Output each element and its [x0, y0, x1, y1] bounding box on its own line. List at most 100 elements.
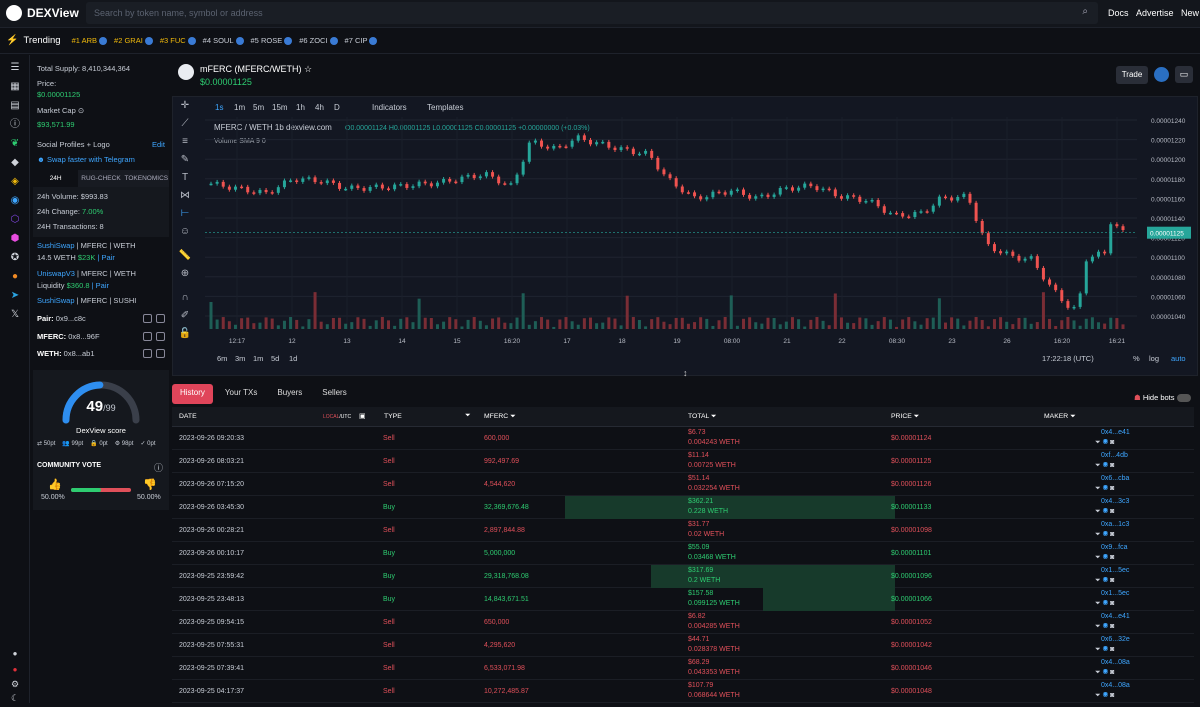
filter-icon[interactable]: ⏷ — [1070, 413, 1076, 420]
interval-4h[interactable]: 4h — [315, 103, 324, 112]
interval-5m[interactable]: 5m — [253, 103, 264, 112]
pool-1[interactable]: SushiSwap | MFERC | WETH — [37, 241, 136, 250]
filter-icon[interactable]: ⏷ — [1095, 554, 1101, 561]
table-row[interactable]: 2023-09-25 04:17:37 Sell 10,272,485.87 $107… — [172, 680, 1194, 703]
cell-maker[interactable]: 0x9...fca — [1101, 544, 1128, 551]
cell-maker[interactable]: 0x1...5ec — [1101, 590, 1130, 597]
indicators-button[interactable]: Indicators — [372, 103, 407, 112]
bnb-icon[interactable]: ◈ — [11, 176, 19, 187]
nav-docs[interactable]: Docs — [1108, 8, 1129, 18]
filter-icon[interactable]: ⏷ — [1095, 577, 1101, 584]
lock-icon[interactable]: 🔓 — [178, 328, 192, 339]
filter-icon[interactable]: ⏷ — [1095, 692, 1101, 699]
telegram-icon[interactable]: ➤ — [10, 290, 20, 301]
auto-toggle[interactable]: auto — [1171, 354, 1186, 363]
table-row[interactable]: 2023-09-26 00:10:17 Buy 5,000,000 $55.09 0.0… — [172, 542, 1194, 565]
range-1m[interactable]: 1m — [253, 354, 263, 363]
filter-type-icon[interactable]: ⏷ — [465, 412, 471, 419]
cell-maker[interactable]: 0x6...cba — [1101, 475, 1130, 482]
filter-icon[interactable]: ⏷ — [1095, 531, 1101, 538]
external-link-icon[interactable] — [156, 314, 165, 323]
trending-item[interactable]: #2 GRAI — [114, 36, 153, 45]
calendar-icon[interactable]: ▣ — [359, 413, 366, 420]
copy-icon[interactable] — [143, 349, 152, 358]
star-icon[interactable]: ☆ — [304, 64, 313, 74]
thumbs-down-icon[interactable]: 👎 — [143, 479, 157, 491]
table-icon[interactable]: ▤ — [10, 100, 20, 111]
search-icon[interactable]: ⌕ — [1082, 6, 1088, 17]
filter-icon[interactable]: ⏷ — [1095, 462, 1101, 469]
cell-maker[interactable]: 0x4...08a — [1101, 659, 1130, 666]
header-local-utc[interactable]: LOCAL/UTC — [323, 414, 352, 420]
logo[interactable]: DEXView — [6, 5, 79, 21]
table-row[interactable]: 2023-09-26 00:28:21 Sell 2,897,844.88 $31.7… — [172, 519, 1194, 542]
filter-icon[interactable]: ⏷ — [1095, 485, 1101, 492]
text-icon[interactable]: T — [181, 172, 189, 183]
search-input[interactable]: Search by token name, symbol or address … — [86, 2, 1098, 24]
leaf-icon[interactable]: ❦ — [10, 138, 20, 149]
filter-icon[interactable]: ⏷ — [1095, 508, 1101, 515]
table-row[interactable]: 2023-09-26 09:20:33 Sell 600,000 $6.73 0.004… — [172, 427, 1194, 450]
hide-bots-toggle[interactable]: ☗ Hide bots — [1134, 393, 1191, 403]
filter-icon[interactable]: ⏷ — [1095, 646, 1101, 653]
zoom-icon[interactable]: ⊕ — [180, 268, 190, 279]
percent-toggle[interactable]: % — [1133, 354, 1140, 363]
trade-button[interactable]: Trade — [1116, 66, 1148, 84]
range-5d[interactable]: 5d — [271, 354, 279, 363]
interval-1m[interactable]: 1m — [234, 103, 245, 112]
cell-maker[interactable]: 0xa...1c3 — [1101, 521, 1130, 528]
trending-item[interactable]: #4 SOUL — [203, 36, 244, 45]
lock-drawings-icon[interactable]: ✐ — [180, 310, 190, 321]
table-row[interactable]: 2023-09-25 07:55:31 Sell 4,295,620 $44.71 0.… — [172, 634, 1194, 657]
chain-icon-2[interactable]: ✪ — [10, 252, 20, 263]
menu-icon[interactable]: ☰ — [10, 62, 20, 73]
trending-item[interactable]: #5 ROSE — [251, 36, 293, 45]
chain-logo-icon[interactable] — [1154, 67, 1169, 82]
interval-1s[interactable]: 1s — [215, 103, 223, 112]
cell-maker[interactable]: 0x4...e41 — [1101, 613, 1130, 620]
table-row[interactable]: 2023-09-26 03:45:30 Buy 32,369,676.48 $362.… — [172, 496, 1194, 519]
trending-item[interactable]: #3 FUC — [160, 36, 196, 45]
cell-maker[interactable]: 0x4...3c3 — [1101, 498, 1130, 505]
x-icon[interactable]: 𝕏 — [10, 309, 20, 320]
trending-item[interactable]: #1 ARB — [72, 36, 108, 45]
range-6m[interactable]: 6m — [217, 354, 227, 363]
pattern-icon[interactable]: ⋈ — [180, 190, 190, 201]
measure-icon[interactable]: ⊢ — [180, 208, 190, 219]
tab-history[interactable]: History — [172, 384, 213, 404]
table-row[interactable]: 2023-09-25 09:54:15 Sell 650,000 $6.82 0.004… — [172, 611, 1194, 634]
nav-new[interactable]: New — [1181, 8, 1200, 18]
pool-3[interactable]: SushiSwap | MFERC | SUSHI — [37, 296, 137, 305]
arbitrum-icon[interactable]: ◉ — [10, 195, 20, 206]
brush-icon[interactable]: ✎ — [180, 154, 190, 165]
cell-maker[interactable]: 0x4...e41 — [1101, 429, 1130, 436]
table-row[interactable]: 2023-09-25 23:48:13 Buy 14,843,671.51 $157.… — [172, 588, 1194, 611]
wallet-icon[interactable]: ▭ — [1175, 66, 1193, 83]
copy-icon[interactable] — [143, 332, 152, 341]
templates-button[interactable]: Templates — [427, 103, 463, 112]
resize-handle-icon[interactable]: ↕ — [683, 368, 688, 378]
filter-icon[interactable]: ⏷ — [1095, 669, 1101, 676]
chart-icon[interactable]: ▦ — [10, 81, 20, 92]
tab-your-txs[interactable]: Your TXs — [224, 388, 258, 397]
info-icon[interactable]: ⓘ — [153, 463, 163, 473]
external-link-icon[interactable] — [156, 332, 165, 341]
pool-2[interactable]: UniswapV3 | MFERC | WETH — [37, 269, 136, 278]
magnet-icon[interactable]: ∩ — [181, 292, 189, 303]
copy-icon[interactable] — [143, 314, 152, 323]
filter-icon[interactable]: ⏷ — [510, 413, 516, 420]
telegram-link[interactable]: ☻ Swap faster with Telegram — [37, 155, 135, 164]
cell-maker[interactable]: 0x6...32e — [1101, 636, 1130, 643]
settings-icon[interactable]: ⚙ — [10, 679, 20, 689]
interval-1h[interactable]: 1h — [296, 103, 305, 112]
lines-icon[interactable]: ≡ — [182, 136, 188, 147]
tab-buyers[interactable]: Buyers — [277, 388, 303, 397]
moon-icon[interactable]: ☾ — [10, 693, 20, 703]
table-row[interactable]: 2023-09-26 08:03:21 Sell 992,497.69 $11.14 0… — [172, 450, 1194, 473]
tab-tokenomics[interactable]: TOKENOMICS — [124, 175, 169, 182]
crosshair-icon[interactable]: ✛ — [180, 100, 190, 111]
ethereum-icon[interactable]: ◆ — [11, 157, 19, 168]
eye-icon[interactable]: ⊙ — [77, 106, 85, 115]
tab-rug-check[interactable]: RUG-CHECK — [81, 175, 121, 182]
chain-icon[interactable]: ⬢ — [10, 233, 20, 244]
